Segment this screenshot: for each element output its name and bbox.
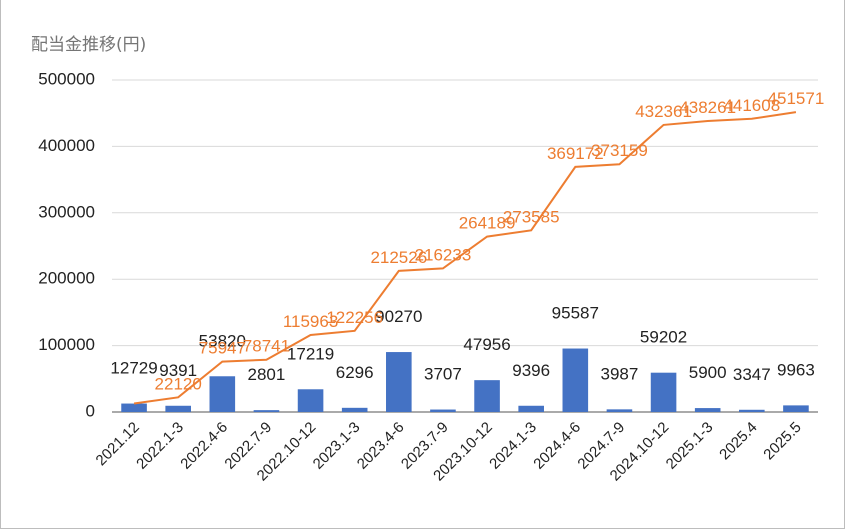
x-tick-label: 2025.4	[716, 419, 760, 463]
cumulative-line	[133, 111, 797, 405]
x-tick-label: 2022.4-6	[177, 419, 231, 473]
bar-series	[121, 348, 809, 412]
y-tick-label: 100000	[38, 335, 95, 354]
bar	[209, 376, 236, 412]
bar-value-label: 95587	[552, 304, 599, 323]
bar-value-label: 53820	[199, 331, 246, 350]
line-value-label: 115963	[283, 312, 338, 331]
bar-value-label: 3347	[733, 365, 771, 384]
bar	[253, 410, 280, 412]
bar-value-label: 59202	[640, 328, 687, 347]
y-axis-ticks: 0 100000 200000 300000 400000 500000	[38, 69, 95, 420]
line-value-label: 438261	[679, 98, 736, 117]
line-series	[133, 111, 797, 405]
bar-value-label: 3707	[424, 365, 462, 384]
bar	[474, 380, 500, 412]
bar-value-label: 12729	[110, 359, 157, 378]
x-tick-label: 2023.1-3	[310, 419, 364, 473]
bar	[386, 352, 412, 412]
line-value-label: 122256	[326, 308, 383, 327]
y-tick-label: 400000	[38, 136, 95, 155]
bar	[739, 409, 765, 412]
y-tick-label: 200000	[38, 269, 95, 288]
line-value-label: 22120	[155, 374, 202, 393]
x-tick-label: 2024.4-6	[530, 419, 584, 473]
x-axis-ticks: 2021.122022.1-32022.4-62022.7-92022.10-1…	[93, 419, 805, 485]
bar	[341, 407, 368, 412]
y-tick-label: 300000	[38, 202, 95, 221]
bar	[518, 405, 544, 412]
x-tick-label: 2025.5	[760, 419, 804, 463]
chart-title: 配当金推移(円)	[31, 35, 147, 55]
line-value-label: 441608	[723, 96, 780, 115]
bar-value-label: 9963	[777, 360, 815, 379]
line-value-label: 373159	[591, 141, 648, 160]
line-value-label: 273585	[503, 207, 560, 226]
bar-value-label: 17219	[287, 344, 334, 363]
line-value-label: 432361	[635, 102, 692, 121]
line-value-label: 75947	[199, 339, 246, 358]
line-value-label: 216233	[415, 245, 472, 264]
bar	[694, 408, 721, 412]
x-tick-label: 2024.1-3	[486, 419, 540, 473]
bar-value-label: 6296	[336, 363, 374, 382]
bar	[430, 409, 456, 412]
line-value-label: 369172	[547, 144, 604, 163]
line-value-label: 212526	[370, 248, 427, 267]
y-tick-label: 500000	[38, 69, 95, 88]
y-tick-label: 0	[86, 401, 95, 420]
bar	[606, 409, 633, 412]
line-value-label: 78741	[243, 337, 290, 356]
bar	[297, 389, 324, 412]
bar-value-label: 5900	[689, 363, 727, 382]
x-tick-label: 2023.4-6	[354, 419, 408, 473]
bar	[650, 372, 677, 412]
bar	[121, 403, 147, 412]
bar-value-label: 9396	[512, 361, 550, 380]
bar	[783, 405, 809, 412]
bar-value-label: 47956	[463, 335, 510, 354]
bar	[165, 405, 191, 412]
line-value-label: 451571	[768, 89, 825, 108]
bar-value-label: 2801	[248, 365, 286, 384]
line-value-label: 264189	[459, 214, 516, 233]
bar	[562, 348, 589, 412]
bar-value-label: 90270	[375, 307, 422, 326]
bar-value-label: 3987	[601, 364, 639, 383]
x-tick-label: 2025.1-3	[663, 419, 717, 473]
x-tick-label: 2022.1-3	[133, 419, 187, 473]
bar-value-label: 9391	[159, 361, 197, 380]
